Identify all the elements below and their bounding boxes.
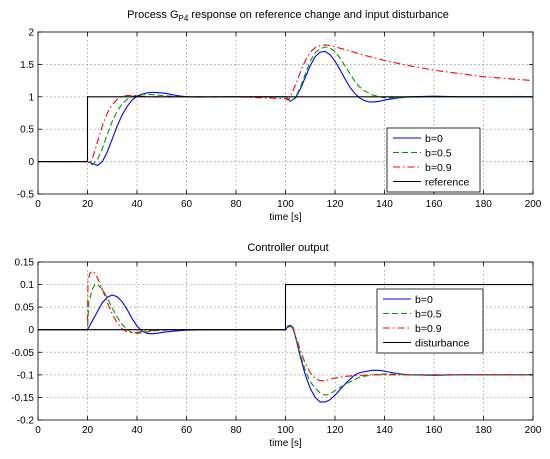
series-line-b-0-5 bbox=[38, 46, 533, 166]
controller-chart: Controller output 0 20 40 60 80 100 120 140 160 1… bbox=[11, 242, 542, 449]
x-tick-label: 160 bbox=[426, 199, 443, 210]
x-tick-label: 160 bbox=[426, 425, 443, 436]
y-tick-label: 2 bbox=[28, 28, 34, 39]
x-axis-label: time [s] bbox=[269, 438, 301, 449]
series-line-b-0-5 bbox=[38, 284, 533, 396]
x-tick-label: 80 bbox=[230, 425, 242, 436]
series-line-b-0-9 bbox=[38, 44, 534, 164]
x-tick-label: 40 bbox=[131, 199, 143, 210]
y-tick-label: -0.2 bbox=[17, 416, 35, 427]
x-tick-label: 200 bbox=[525, 425, 542, 436]
y-tick-label: -0.15 bbox=[11, 393, 34, 404]
y-tick-label: 1 bbox=[28, 92, 34, 103]
legend-label: b=0.9 bbox=[415, 323, 442, 335]
legend-label: reference bbox=[425, 176, 470, 188]
y-tick-label: -0.5 bbox=[17, 190, 35, 201]
y-tick-label: 1.5 bbox=[20, 60, 34, 71]
x-tick-label: 100 bbox=[277, 199, 294, 210]
x-tick-label: 180 bbox=[475, 199, 492, 210]
legend-label: disturbance bbox=[415, 337, 469, 349]
x-tick-label: 180 bbox=[475, 425, 492, 436]
x-tick-label: 80 bbox=[230, 199, 242, 210]
x-tick-label: 120 bbox=[327, 425, 344, 436]
x-axis-label: time [s] bbox=[269, 212, 301, 223]
legend-label: b=0.5 bbox=[425, 147, 452, 159]
x-tick-label: 120 bbox=[327, 199, 344, 210]
x-tick-label: 40 bbox=[131, 425, 143, 436]
chart-title: Controller output bbox=[247, 242, 328, 254]
x-tick-label: 0 bbox=[35, 425, 41, 436]
series-line-reference bbox=[38, 96, 533, 163]
x-tick-label: 100 bbox=[277, 425, 294, 436]
x-tick-label: 200 bbox=[525, 199, 542, 210]
y-tick-label: -0.05 bbox=[11, 348, 34, 359]
x-tick-label: 20 bbox=[82, 425, 94, 436]
x-tick-label: 60 bbox=[181, 425, 193, 436]
x-tick-label: 20 bbox=[82, 199, 94, 210]
legend-label: b=0 bbox=[425, 133, 443, 145]
y-tick-label: 0.05 bbox=[15, 303, 35, 314]
series-line-b-0 bbox=[38, 294, 533, 403]
y-tick-label: 0.1 bbox=[20, 280, 34, 291]
legend: b=0 b=0.5 b=0.9 disturbance bbox=[376, 288, 484, 354]
legend: b=0 b=0.5 b=0.9 reference bbox=[386, 127, 481, 193]
y-tick-label: -0.1 bbox=[17, 370, 35, 381]
legend-label: b=0.5 bbox=[415, 308, 442, 320]
legend-label: b=0.9 bbox=[425, 162, 452, 174]
series-line-disturbance bbox=[38, 284, 533, 331]
x-tick-label: 0 bbox=[35, 199, 41, 210]
legend-label: b=0 bbox=[415, 294, 433, 306]
y-tick-label: 0 bbox=[28, 157, 34, 168]
chart-title: Process GP4 response on reference change… bbox=[127, 9, 449, 23]
y-tick-label: 0 bbox=[28, 325, 34, 336]
y-tick-label: 0.5 bbox=[20, 125, 34, 136]
x-tick-label: 140 bbox=[376, 425, 393, 436]
response-chart: Process GP4 response on reference change… bbox=[17, 9, 542, 223]
x-tick-label: 60 bbox=[181, 199, 193, 210]
y-tick-label: 0.15 bbox=[15, 258, 35, 269]
x-tick-label: 140 bbox=[376, 199, 393, 210]
